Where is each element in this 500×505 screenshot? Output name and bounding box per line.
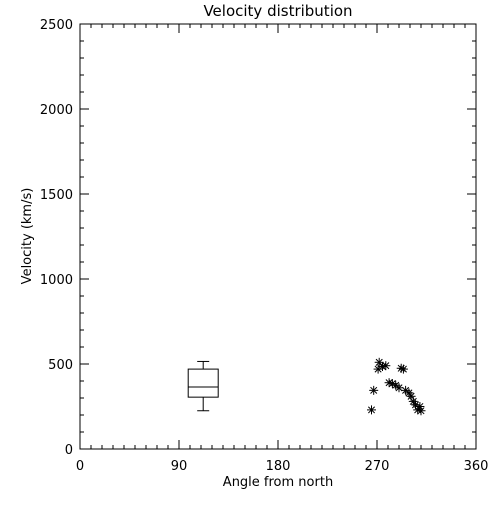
asterisk-stroke bbox=[402, 386, 410, 394]
scatter-point bbox=[398, 364, 408, 374]
scatter-point bbox=[394, 383, 404, 393]
ticks-layer bbox=[79, 23, 477, 450]
scatter-points bbox=[367, 357, 426, 416]
x-tick-label: 90 bbox=[171, 459, 188, 474]
y-tick-label: 1000 bbox=[40, 273, 73, 288]
asterisk-stroke bbox=[367, 406, 376, 414]
x-tick-label: 180 bbox=[266, 459, 291, 474]
boxplot bbox=[187, 360, 219, 412]
scatter-point bbox=[416, 406, 426, 416]
plot-border bbox=[79, 23, 477, 450]
x-tick-label: 0 bbox=[76, 459, 84, 474]
asterisk-stroke bbox=[417, 407, 425, 415]
y-axis-title: Velocity (km/s) bbox=[20, 188, 35, 285]
scatter-point bbox=[367, 405, 376, 415]
asterisk-stroke bbox=[388, 380, 396, 388]
asterisk-stroke bbox=[392, 381, 400, 389]
asterisk-stroke bbox=[407, 392, 415, 400]
scatter-point bbox=[369, 385, 379, 395]
y-tick-label: 1500 bbox=[40, 188, 73, 203]
asterisk-stroke bbox=[405, 389, 413, 397]
asterisk-stroke bbox=[416, 402, 424, 411]
x-tick-label: 360 bbox=[464, 459, 489, 474]
chart-title: Velocity distribution bbox=[203, 2, 352, 20]
x-axis-title: Angle from north bbox=[223, 475, 333, 490]
asterisk-stroke bbox=[385, 379, 393, 387]
y-tick-label: 500 bbox=[48, 358, 73, 373]
y-tick-label: 2500 bbox=[40, 18, 73, 33]
tick-labels-layer: 0 90 180 270 360 0 500 1000 1500 2000 2500 bbox=[40, 18, 489, 474]
asterisk-stroke bbox=[370, 386, 378, 394]
y-tick-label: 0 bbox=[65, 443, 73, 458]
asterisk-stroke bbox=[395, 384, 403, 392]
plot-frame bbox=[79, 23, 477, 450]
asterisk-stroke bbox=[382, 362, 390, 370]
scatter-point bbox=[381, 361, 391, 371]
box-body bbox=[187, 368, 219, 398]
asterisk-stroke bbox=[399, 365, 407, 373]
x-tick-label: 270 bbox=[365, 459, 390, 474]
asterisk-stroke bbox=[411, 401, 420, 409]
asterisk-stroke bbox=[375, 358, 383, 366]
asterisk-stroke bbox=[409, 397, 417, 405]
y-tick-label: 2000 bbox=[40, 103, 73, 118]
